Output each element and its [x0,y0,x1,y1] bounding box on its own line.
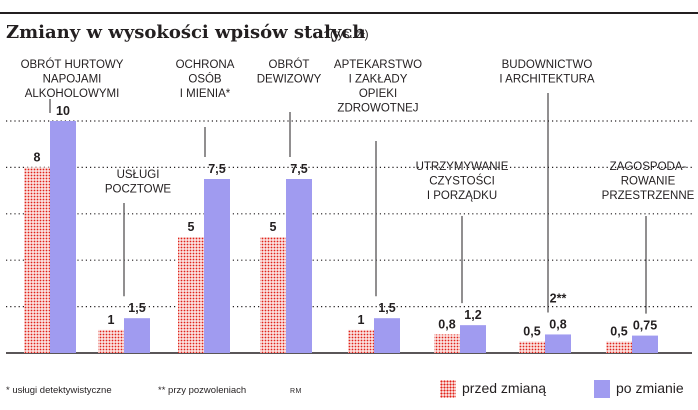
legend-swatch-after [594,380,610,398]
value-label-before: 1 [358,313,365,327]
category-label: ALKOHOLOWYMI [25,88,120,100]
author-initials: RM [290,388,302,395]
bar-after [204,179,230,353]
bar-before [178,237,204,353]
category-label: I PORZĄDKU [427,190,497,202]
bar-after [124,318,150,353]
value-label-after: 7,5 [290,162,307,176]
footnote-detective: * usługi detektywistyczne [6,385,112,396]
category-label: ROWANIE [621,176,676,188]
category-label: DEWIZOWY [257,74,322,86]
legend-label-after: po zmianie [616,380,684,396]
value-label-after: 7,5 [208,162,225,176]
value-label-after: 0,8 [549,317,566,331]
category-label: USŁUGI [117,169,160,181]
value-label-extra: 2** [550,292,567,306]
category-label: POCZTOWE [105,184,172,196]
value-label-before: 5 [270,220,277,234]
value-label-before: 0,8 [438,317,455,331]
bar-before [260,237,286,353]
legend-label-before: przed zmianą [462,380,547,396]
bar-before [24,167,50,353]
category-label: OBRÓT [269,58,310,71]
bar-before [98,329,124,353]
category-label: ZDROWOTNEJ [337,103,418,115]
value-label-after: 1,2 [464,308,481,322]
category-label: OBRÓT HURTOWY [21,58,124,71]
category-label: NAPOJAMI [43,74,102,86]
bar-after [460,325,486,353]
value-label-after: 1,5 [128,301,145,315]
bar-before [519,341,545,353]
category-label: OCHRONA [176,59,235,71]
value-label-after: 10 [56,104,70,118]
bar-before [606,341,632,353]
category-label: I MIENIA* [180,88,231,100]
category-label: I ZAKŁADY [349,74,408,86]
category-label: CZYSTOŚCI [429,175,495,188]
bar-after [632,335,658,353]
category-label: BUDOWNICTWO [502,59,593,71]
top-rule [0,12,698,14]
footnote-permits: ** przy pozwoleniach [158,385,247,396]
category-label: PRZESTRZENNE [602,190,695,202]
value-label-before: 1 [108,313,115,327]
bar-after [545,334,571,353]
category-label: ZAGOSPODA- [610,161,687,173]
value-label-before: 0,5 [523,324,540,338]
bar-after [374,318,400,353]
chart-title: Zmiany w wysokości wpisów stałych [6,22,366,43]
category-label: OSÓB [188,73,222,86]
bar-before [434,334,460,353]
legend-swatch-before [440,380,456,398]
value-label-before: 0,5 [610,324,627,338]
category-label: APTEKARSTWO [334,59,422,71]
value-label-before: 5 [188,220,195,234]
bar-before [348,329,374,353]
category-label: I ARCHITEKTURA [499,74,595,86]
category-label: UTRZYMYWANIE [416,161,509,173]
bar-after [50,121,76,353]
value-label-after: 0,75 [633,319,657,333]
bar-after [286,179,312,353]
unit-label: (tys. zł) [330,27,369,41]
value-label-after: 1,5 [378,301,395,315]
category-label: OPIEKI [359,88,397,100]
value-label-before: 8 [34,150,41,164]
